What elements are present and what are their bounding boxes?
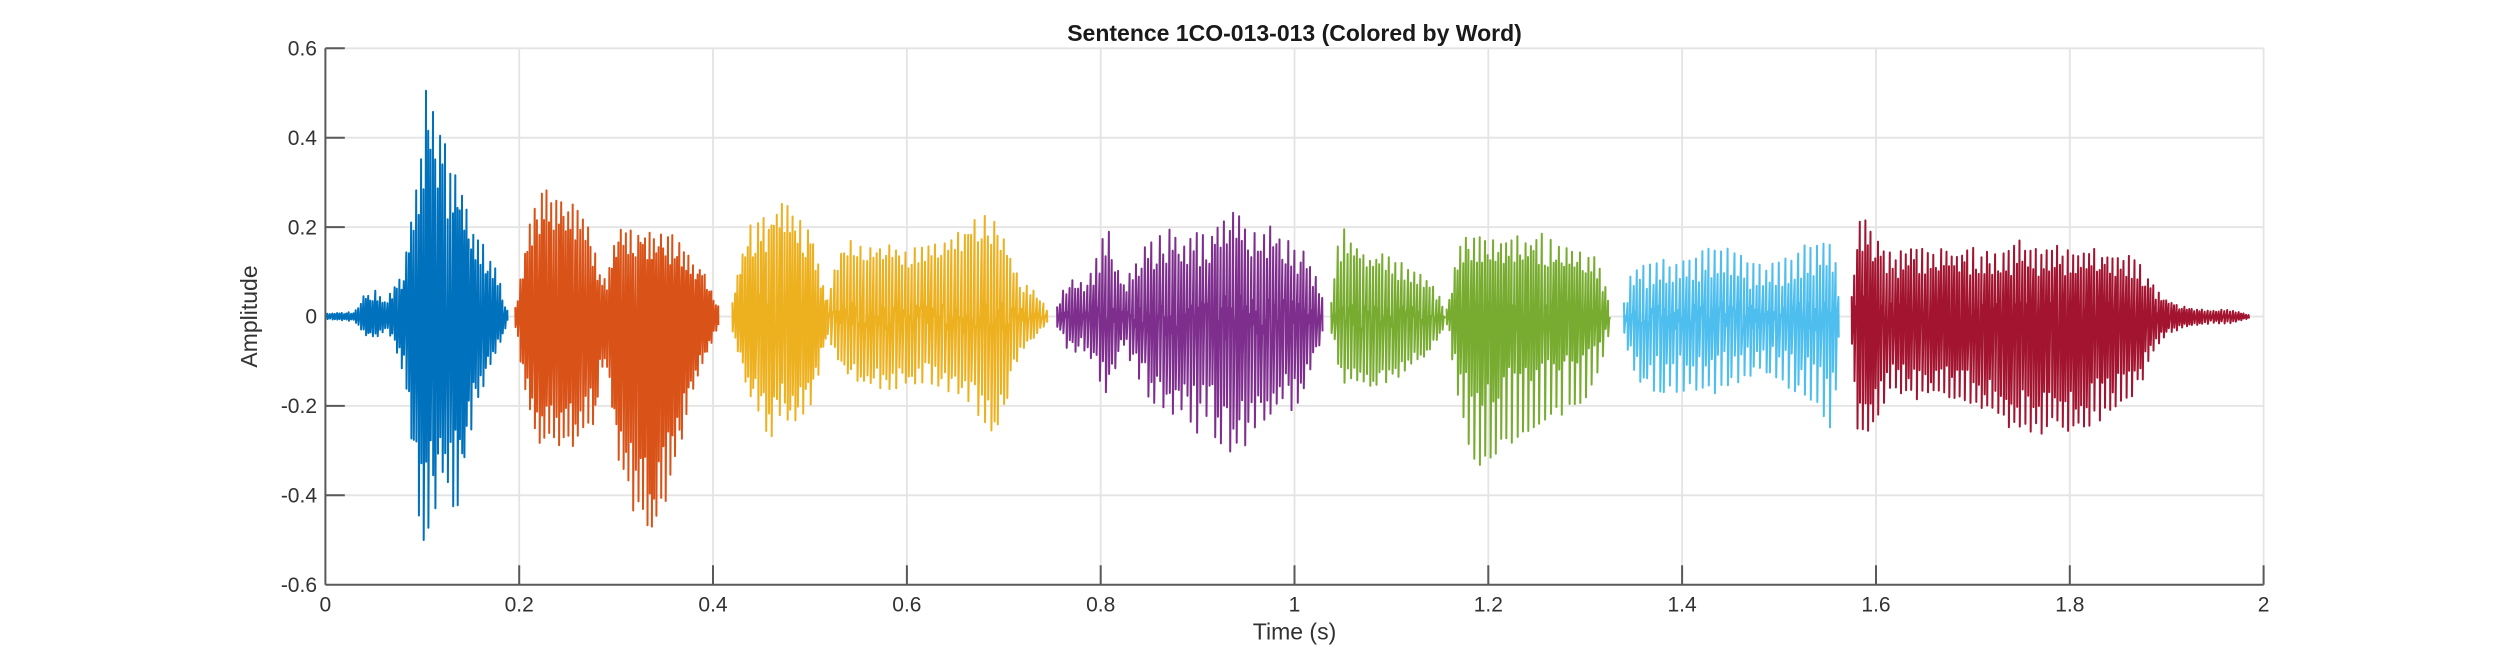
svg-text:Amplitude: Amplitude xyxy=(236,265,262,367)
svg-text:0.4: 0.4 xyxy=(698,594,728,617)
svg-text:Sentence 1CO-013-013 (Colored: Sentence 1CO-013-013 (Colored by Word) xyxy=(1067,20,1522,46)
svg-text:0.8: 0.8 xyxy=(1086,594,1115,617)
svg-text:0: 0 xyxy=(320,594,332,617)
svg-text:0.4: 0.4 xyxy=(288,127,318,150)
svg-text:-0.6: -0.6 xyxy=(281,574,317,597)
svg-text:0: 0 xyxy=(305,306,317,329)
svg-text:0.2: 0.2 xyxy=(288,216,317,239)
svg-text:-0.4: -0.4 xyxy=(281,485,318,508)
svg-text:1: 1 xyxy=(1289,594,1301,617)
svg-text:1.4: 1.4 xyxy=(1667,594,1697,617)
svg-text:-0.2: -0.2 xyxy=(281,395,317,418)
svg-text:1.8: 1.8 xyxy=(2055,594,2084,617)
svg-text:0.6: 0.6 xyxy=(288,38,317,61)
svg-text:0.2: 0.2 xyxy=(505,594,534,617)
svg-text:Time (s): Time (s) xyxy=(1253,619,1336,645)
svg-text:2: 2 xyxy=(2258,594,2270,617)
svg-text:0.6: 0.6 xyxy=(892,594,921,617)
svg-text:1.2: 1.2 xyxy=(1474,594,1503,617)
svg-text:1.6: 1.6 xyxy=(1861,594,1890,617)
